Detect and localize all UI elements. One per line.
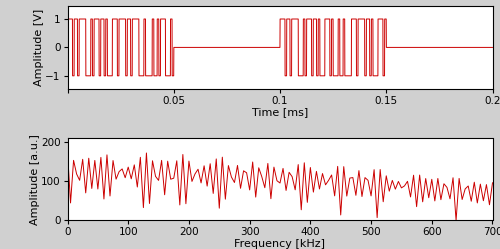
X-axis label: Time [ms]: Time [ms] — [252, 107, 308, 117]
X-axis label: Frequency [kHz]: Frequency [kHz] — [234, 239, 326, 249]
Y-axis label: Amplitude [V]: Amplitude [V] — [34, 9, 44, 86]
Y-axis label: Amplitude [a.u.]: Amplitude [a.u.] — [30, 134, 40, 225]
